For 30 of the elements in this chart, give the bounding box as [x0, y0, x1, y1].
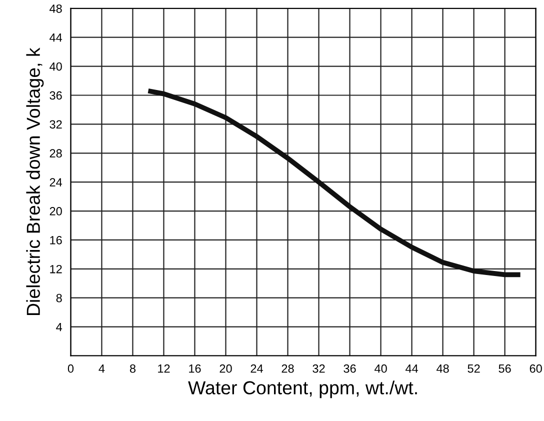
x-tick-label: 48	[436, 364, 449, 373]
x-tick-label: 0	[68, 364, 74, 373]
y-tick-label: 16	[50, 236, 62, 244]
x-tick-label: 44	[406, 364, 418, 373]
x-tick-label: 56	[498, 364, 511, 373]
x-tick-label: 12	[158, 364, 170, 373]
x-axis-title: Water Content, ppm, wt./wt.	[188, 380, 417, 398]
x-tick-label: 40	[374, 364, 387, 373]
y-tick-label: 4	[56, 322, 62, 332]
x-tick-label: 8	[130, 364, 136, 373]
y-tick-label: 48	[50, 4, 62, 13]
y-tick-label: 8	[56, 294, 62, 302]
y-tick-label: 28	[50, 149, 62, 158]
x-tick-label: 32	[312, 364, 325, 373]
y-tick-label: 24	[50, 178, 62, 186]
y-tick-label: 12	[50, 264, 62, 274]
x-tick-label: 20	[220, 364, 232, 373]
x-tick-label: 52	[468, 364, 480, 373]
y-tick-label: 36	[50, 91, 62, 100]
x-tick-label: 28	[282, 364, 294, 373]
y-tick-label: 40	[50, 62, 62, 71]
y-tick-label: 32	[50, 120, 62, 129]
y-axis-title: Dielectric Break down Voltage, k	[26, 48, 44, 315]
x-tick-label: 36	[344, 364, 356, 373]
x-tick-label: 4	[98, 364, 105, 373]
y-tick-label: 44	[50, 34, 62, 42]
x-tick-label: 60	[530, 364, 542, 373]
y-tick-label: 20	[50, 207, 62, 216]
x-tick-label: 16	[189, 364, 201, 373]
x-tick-label: 24	[250, 364, 263, 373]
